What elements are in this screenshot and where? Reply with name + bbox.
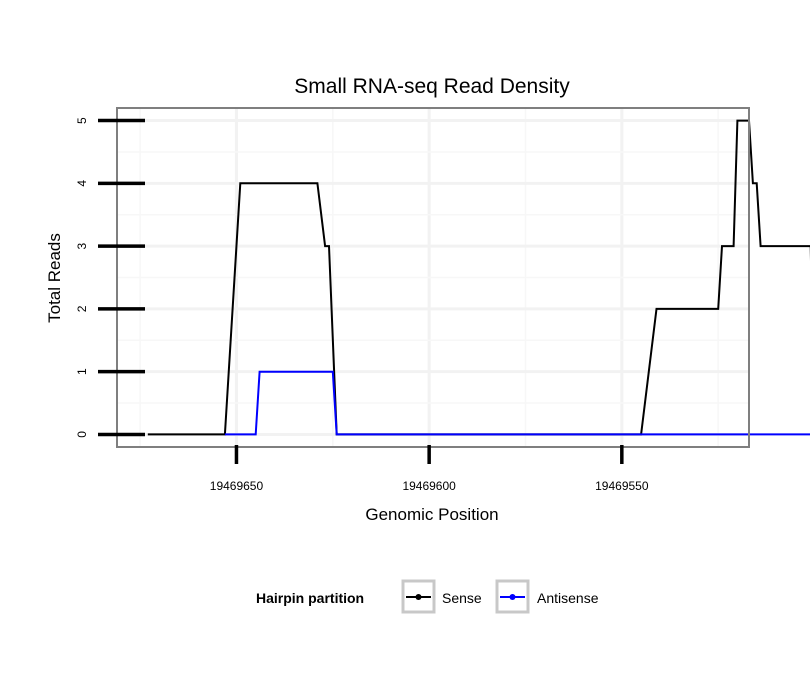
plot-border (116, 107, 750, 448)
y-tick-label: 4 (75, 180, 89, 187)
y-axis: 0 1 2 3 4 5 (75, 117, 145, 438)
x-axis: 19469650 19469600 19469550 (210, 445, 649, 493)
legend: Hairpin partition Sense Antisense (256, 579, 599, 614)
legend-label-antisense: Antisense (537, 590, 599, 606)
legend-label-sense: Sense (442, 590, 482, 606)
chart-title: Small RNA-seq Read Density (294, 75, 570, 98)
legend-point-sense (415, 594, 422, 600)
series-line-antisense (224, 370, 810, 436)
x-tick-label: 19469600 (402, 479, 456, 493)
series-layer (147, 119, 810, 436)
x-tick-label: 19469550 (595, 479, 649, 493)
y-tick-label: 5 (75, 117, 89, 124)
y-axis-label: Total Reads (45, 233, 64, 323)
series-line-sense (147, 119, 810, 436)
legend-item-antisense: Antisense (495, 579, 599, 614)
legend-title: Hairpin partition (256, 590, 364, 606)
y-tick-label: 0 (75, 431, 89, 438)
legend-item-sense: Sense (401, 579, 482, 614)
y-tick-label: 3 (75, 242, 89, 249)
x-tick-label: 19469650 (210, 479, 264, 493)
legend-point-antisense (509, 594, 516, 600)
y-tick-label: 1 (75, 368, 89, 375)
grid (117, 108, 749, 447)
x-axis-label: Genomic Position (365, 505, 498, 524)
y-tick-label: 2 (75, 305, 89, 312)
